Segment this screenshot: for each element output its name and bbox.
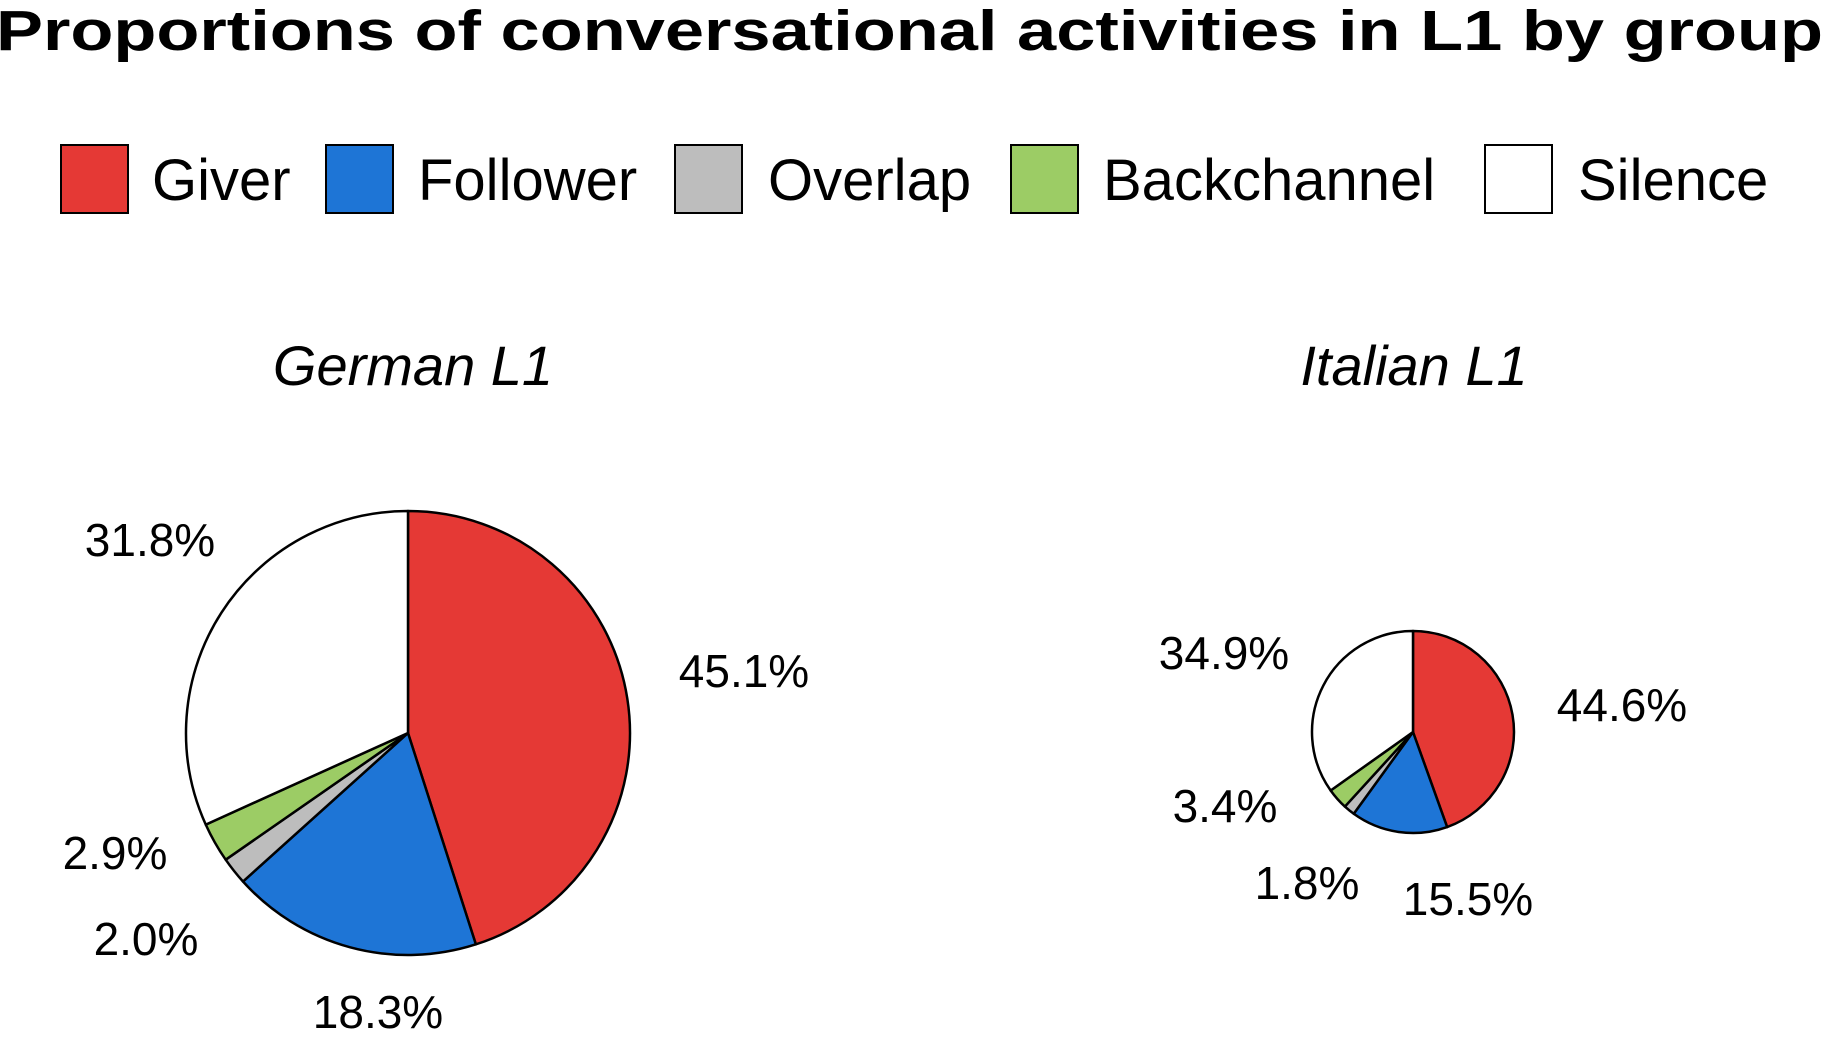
pie-label-german-l1-silence: 31.8% (85, 514, 215, 566)
pie-label-german-l1-giver: 45.1% (679, 645, 809, 697)
pie-label-german-l1-follower: 18.3% (313, 986, 443, 1038)
pie-italian-l1: Italian L1 44.6% 15.5% 1.8% 3.4% 34.9% (1159, 334, 1687, 925)
pie-slice-german-l1-giver (406, 509, 632, 946)
pie-slice-italian-l1-follower (1352, 730, 1449, 835)
pies: German L1 45.1% 18.3% 2.0% 2.9% 31.8% Italian … (63, 334, 1688, 1038)
pie-german-l1: German L1 45.1% 18.3% 2.0% 2.9% 31.8% (63, 334, 810, 1038)
pie-title-italian-l1: Italian L1 (1300, 334, 1527, 397)
legend-swatch-overlap (674, 144, 743, 214)
legend: Giver Follower Overlap Backchannel Silence (60, 144, 1768, 214)
legend-label-overlap: Overlap (768, 148, 971, 213)
pie-slice-german-l1-silence (184, 509, 410, 826)
pie-slice-german-l1-follower (241, 731, 478, 957)
legend-label-follower: Follower (418, 148, 637, 213)
pie-label-italian-l1-giver: 44.6% (1557, 679, 1687, 731)
pie-slice-italian-l1-giver (1411, 629, 1516, 829)
legend-label-giver: Giver (152, 148, 291, 213)
pie-label-german-l1-overlap: 2.0% (94, 913, 199, 965)
chart-title: Proportions of conversational activities… (0, 0, 1823, 63)
pie-label-german-l1-backchannel: 2.9% (63, 827, 168, 879)
legend-swatch-silence (1484, 144, 1553, 214)
pie-label-italian-l1-backchannel: 3.4% (1173, 780, 1278, 832)
legend-swatch-backchannel (1010, 144, 1079, 214)
legend-label-silence: Silence (1578, 148, 1768, 213)
legend-swatch-giver (60, 144, 129, 214)
pie-slice-italian-l1-silence (1310, 629, 1415, 792)
pie-label-italian-l1-follower: 15.5% (1403, 873, 1533, 925)
pie-label-italian-l1-silence: 34.9% (1159, 627, 1289, 679)
pie-label-italian-l1-overlap: 1.8% (1255, 857, 1360, 909)
legend-swatch-follower (325, 144, 394, 214)
pie-title-german-l1: German L1 (273, 334, 553, 397)
legend-label-backchannel: Backchannel (1103, 148, 1435, 213)
